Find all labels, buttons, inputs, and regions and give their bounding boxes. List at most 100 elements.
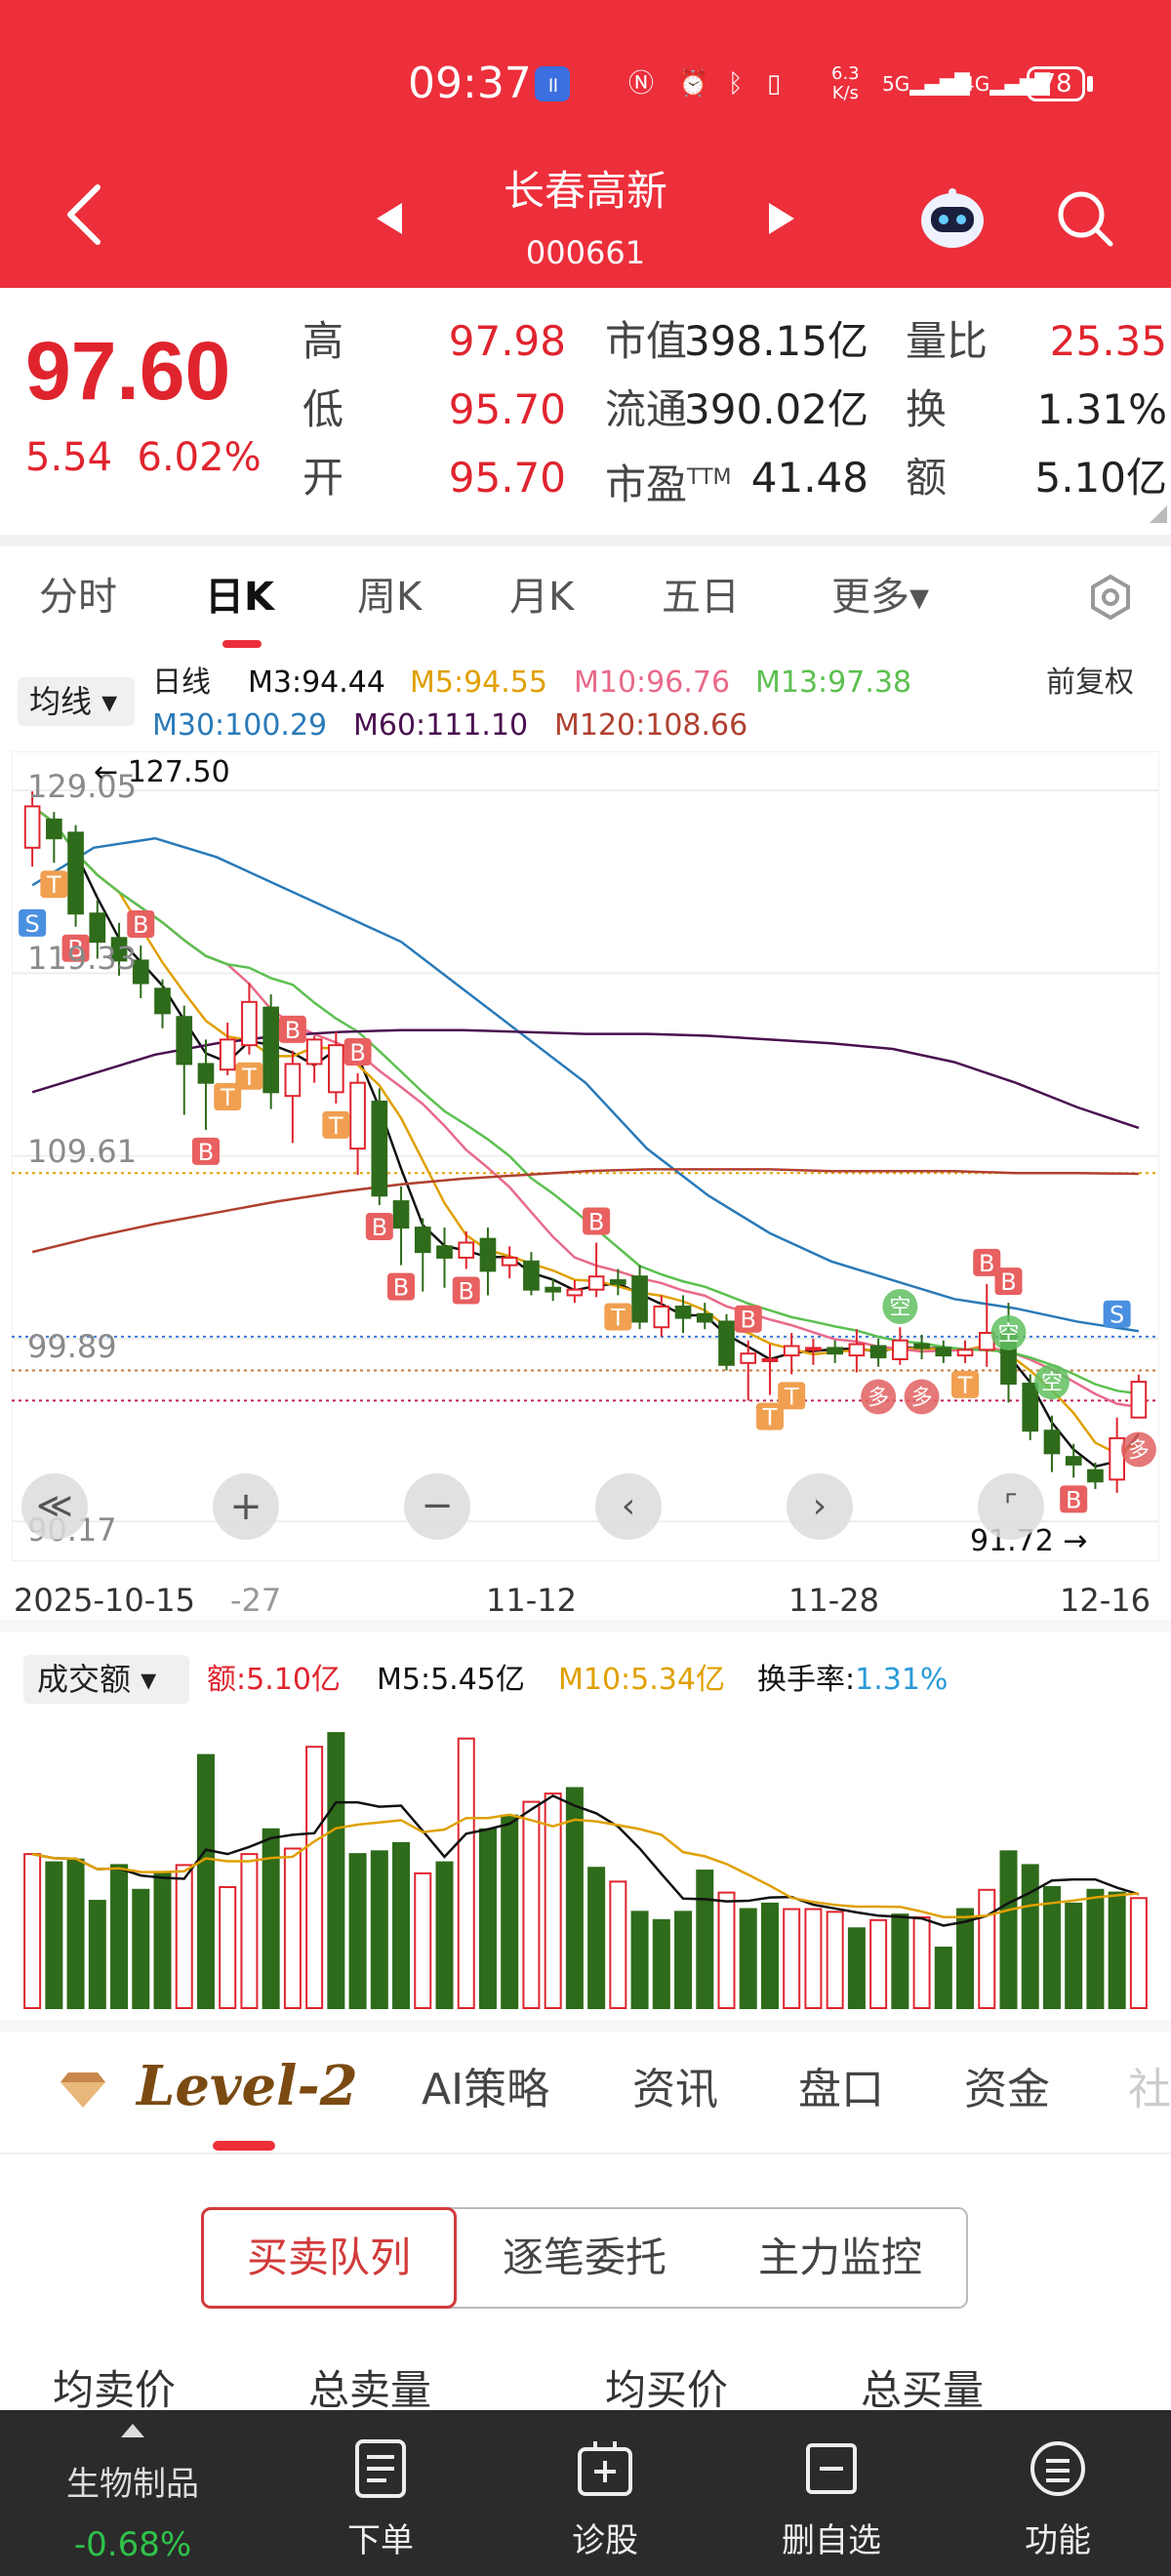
- marker-circle: [1033, 1364, 1070, 1400]
- tab-funds[interactable]: 资金: [964, 2065, 1050, 2114]
- tab-daily-k[interactable]: 日K: [205, 575, 274, 620]
- marker-buy-badge: [191, 1137, 220, 1165]
- ai-robot-icon[interactable]: [917, 187, 988, 250]
- quote-turnover-value: 1.31%: [1036, 385, 1167, 433]
- volume-bar: [66, 1858, 85, 2009]
- back-icon[interactable]: [62, 183, 105, 246]
- tab-order-book[interactable]: 盘口: [798, 2065, 884, 2114]
- x-label-3: 11-12: [486, 1582, 577, 1619]
- candle: [674, 1306, 692, 1319]
- y-tick-3: 109.61: [27, 1133, 137, 1170]
- volume-bar: [327, 1732, 345, 2009]
- marker-buy-label: B: [372, 1214, 387, 1241]
- volume-indicator-select[interactable]: 成交额 ▾: [23, 1655, 189, 1704]
- quote-open-label: 开: [303, 454, 344, 502]
- order-icon: [355, 2439, 406, 2498]
- candle: [610, 1279, 626, 1285]
- marker-buy-badge: [343, 1038, 372, 1067]
- volume-bar: [175, 1864, 193, 2009]
- zoom-in-button[interactable]: +: [213, 1473, 279, 1540]
- sector-change: -0.68%: [73, 2525, 192, 2564]
- tab-community[interactable]: 社: [1128, 2065, 1171, 2114]
- change-percent: 6.02%: [137, 435, 262, 480]
- marker-tp-label: T: [241, 1064, 257, 1091]
- marker-tp-badge: [40, 870, 68, 899]
- tab-ai-strategy[interactable]: AI策略: [422, 2065, 550, 2114]
- marker-circle: [1120, 1431, 1156, 1468]
- nav-diagnose[interactable]: 诊股: [527, 2410, 683, 2576]
- volume-bar: [522, 1800, 541, 2009]
- prev-stock-icon[interactable]: [375, 201, 404, 236]
- candle: [132, 959, 149, 985]
- quote-amount-value: 5.10亿: [1034, 454, 1167, 502]
- level2-tab[interactable]: Level-2: [137, 2054, 358, 2118]
- segment-order-flow[interactable]: 逐笔委托: [502, 2234, 666, 2281]
- zoom-out-button[interactable]: −: [404, 1473, 470, 1540]
- vol-turnover: 换手率:1.31%: [757, 1661, 948, 1700]
- marker-sell-label: S: [1110, 1302, 1124, 1329]
- quote-pe-value: 41.48: [750, 454, 868, 502]
- ma-m13: M13:97.38: [755, 665, 912, 700]
- tab-weekly-k[interactable]: 周K: [357, 575, 423, 620]
- marker-buy-label: B: [979, 1250, 994, 1277]
- volume-bar: [1108, 1891, 1126, 2010]
- diamond-icon: [61, 2073, 105, 2108]
- signal-5g-icon: 5G▂▄▆█: [882, 72, 970, 96]
- marker-circle: [990, 1315, 1027, 1351]
- candle: [392, 1200, 410, 1229]
- vol-turnover-value: 1.31%: [855, 1663, 949, 1697]
- next-stock-icon[interactable]: [767, 201, 796, 236]
- candle: [935, 1347, 952, 1357]
- volume-bar: [869, 1918, 888, 2010]
- tab-five-day[interactable]: 五日: [662, 575, 740, 620]
- volume-bar: [240, 1853, 259, 2009]
- search-icon[interactable]: [1054, 187, 1116, 250]
- quote-volratio-label: 量比: [906, 317, 989, 365]
- tab-intraday[interactable]: 分时: [39, 575, 117, 620]
- adjust-mode[interactable]: 前复权: [1046, 665, 1134, 700]
- candle: [718, 1320, 735, 1366]
- nav-functions[interactable]: 功能: [980, 2410, 1136, 2576]
- candle: [1022, 1383, 1039, 1432]
- segment-main-monitor[interactable]: 主力监控: [757, 2234, 922, 2281]
- scroll-right-button[interactable]: ›: [787, 1473, 853, 1540]
- alarm-icon: ⏰: [677, 69, 709, 99]
- stock-code: 000661: [525, 234, 646, 271]
- nav-remove-watch[interactable]: 删自选: [753, 2410, 909, 2576]
- nav-order[interactable]: 下单: [303, 2410, 459, 2576]
- signal-4g-icon: 4G▂▄▆█: [962, 72, 1050, 96]
- volume-chart[interactable]: [12, 1713, 1159, 2012]
- volume-bar: [783, 1908, 801, 2009]
- quote-pe-text: 市盈: [605, 461, 688, 508]
- candle: [219, 1038, 236, 1071]
- tab-more[interactable]: 更多▾: [831, 575, 930, 620]
- x-label-1: 2025-10-15: [14, 1582, 195, 1619]
- rewind-button[interactable]: ≪: [21, 1473, 88, 1540]
- volume-bar: [804, 1908, 823, 2009]
- volume-bar: [23, 1853, 42, 2009]
- sector-info[interactable]: 生物制品 -0.68%: [55, 2410, 211, 2576]
- tab-news[interactable]: 资讯: [632, 2065, 718, 2114]
- candle: [371, 1100, 388, 1197]
- scroll-left-button[interactable]: ‹: [595, 1473, 662, 1540]
- tab-monthly-k[interactable]: 月K: [509, 575, 575, 620]
- volume-bar: [847, 1927, 866, 2009]
- settings-icon[interactable]: [1087, 574, 1134, 621]
- marker-buy-label: B: [67, 936, 83, 963]
- divider: [0, 1620, 1171, 1631]
- col-total-bid: 总买量: [861, 2366, 985, 2414]
- candle: [328, 1044, 344, 1094]
- volume-bar: [348, 1853, 367, 2009]
- volume-bar: [544, 1792, 562, 2009]
- segment-queue[interactable]: 买卖队列: [201, 2207, 457, 2309]
- indicator-select[interactable]: 均线 ▾: [18, 677, 135, 726]
- volume-bar: [219, 1885, 237, 2009]
- fullscreen-button[interactable]: ⌜: [978, 1473, 1044, 1540]
- quote-high-value: 97.98: [448, 317, 566, 365]
- expand-corner-icon[interactable]: [1150, 505, 1167, 523]
- volume-bar: [305, 1746, 324, 2009]
- volume-bar: [912, 1915, 931, 2010]
- marker-buy-label: B: [133, 911, 148, 939]
- quote-low-label: 低: [303, 385, 344, 433]
